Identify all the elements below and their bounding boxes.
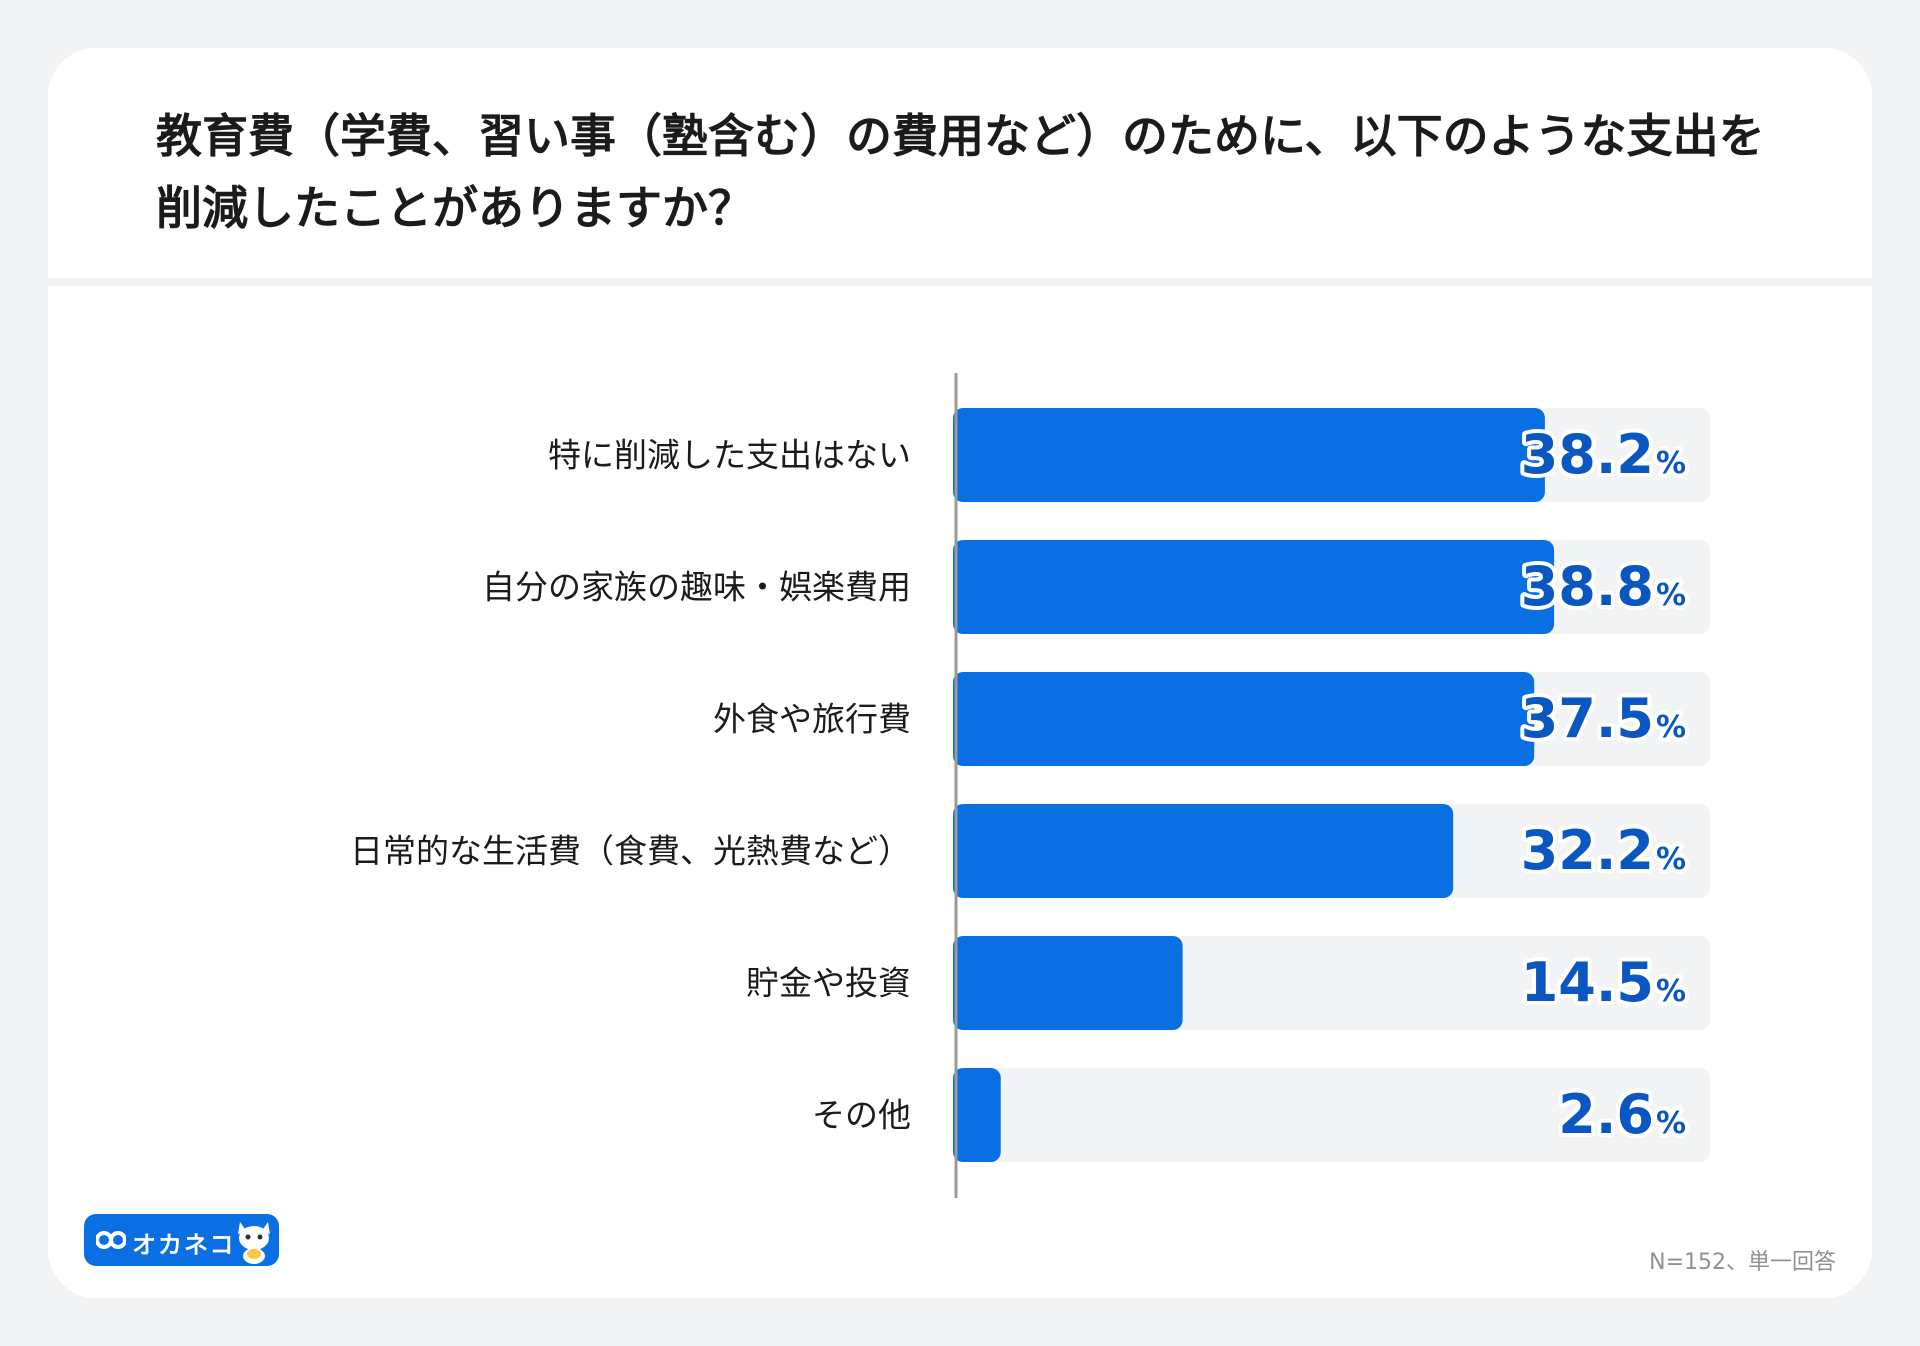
value-number: 32.2	[1521, 819, 1654, 882]
bar	[953, 936, 1183, 1030]
okaneko-logo: オカネコ	[84, 1214, 279, 1266]
header-divider	[48, 278, 1872, 286]
chart-card: 教育費（学費、習い事（塾含む）の費用など）のために、以下のような支出を 削減した…	[48, 48, 1872, 1298]
category-label: 外食や旅行費	[713, 700, 911, 739]
value-unit: %	[1656, 710, 1686, 745]
value-label: 37.5%	[1521, 687, 1686, 750]
value-unit: %	[1656, 578, 1686, 613]
value-number: 2.6	[1558, 1083, 1654, 1146]
category-label: 日常的な生活費（食費、光熱費など）	[350, 832, 911, 871]
value-label: 2.6%	[1558, 1083, 1686, 1146]
chart-title-line-2: 削減したことがありますか？	[156, 181, 754, 235]
chart-title: 教育費（学費、習い事（塾含む）の費用など）のために、以下のような支出を 削減した…	[156, 100, 1806, 244]
value-number: 38.2	[1521, 423, 1654, 486]
logo-text: オカネコ	[132, 1231, 236, 1259]
value-label: 14.5%	[1521, 951, 1686, 1014]
chart-title-line-1: 教育費（学費、習い事（塾含む）の費用など）のために、以下のような支出を	[156, 109, 1765, 163]
value-label: 32.2%	[1521, 819, 1686, 882]
bar	[953, 804, 1454, 898]
value-unit: %	[1656, 1106, 1686, 1141]
bar-track	[961, 1068, 1710, 1162]
value-number: 37.5	[1521, 687, 1654, 750]
value-label: 38.8%	[1521, 555, 1686, 618]
value-unit: %	[1656, 974, 1686, 1009]
category-label: その他	[812, 1096, 911, 1135]
value-number: 38.8	[1521, 555, 1654, 618]
infinity-icon	[96, 1231, 126, 1249]
bar	[953, 1068, 1001, 1162]
value-unit: %	[1656, 446, 1686, 481]
bar	[953, 408, 1545, 502]
category-label: 自分の家族の趣味・娯楽費用	[482, 568, 911, 607]
value-label: 38.2%	[1521, 423, 1686, 486]
category-label: 特に削減した支出はない	[548, 436, 911, 475]
category-label: 貯金や投資	[746, 964, 911, 1003]
bar	[953, 540, 1555, 634]
sample-note: N=152、単一回答	[1649, 1250, 1836, 1275]
bar	[953, 672, 1535, 766]
bar-chart: 特に削減した支出はない 38.2% 自分の家族の趣味・娯楽費用 38.8% 外食や旅行費…	[350, 373, 1710, 1198]
cat-mascot-icon	[238, 1222, 270, 1264]
value-number: 14.5	[1521, 951, 1654, 1014]
value-unit: %	[1656, 842, 1686, 877]
